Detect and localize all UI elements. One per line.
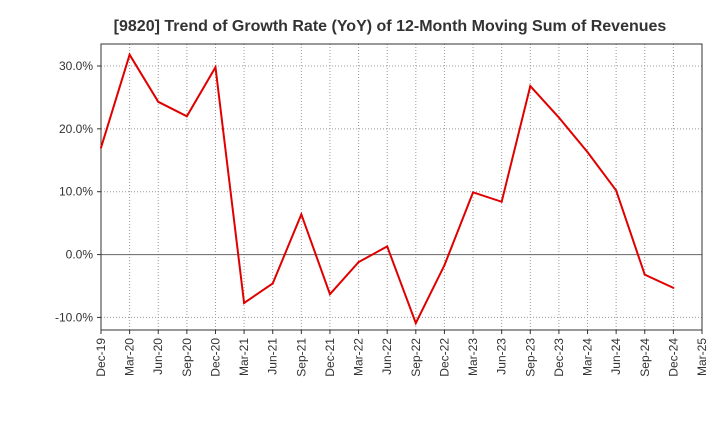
x-tick-label: Dec-19 [94, 338, 108, 377]
x-tick-label: Dec-23 [552, 338, 566, 377]
y-axis-ticks: 30.0% 20.0% 10.0% 0.0% -10.0% [55, 59, 101, 324]
data-point [386, 245, 389, 248]
y-tick-label: -10.0% [55, 310, 93, 324]
data-point [443, 264, 446, 267]
x-tick-label: Sep-24 [638, 338, 652, 377]
data-point [214, 66, 217, 69]
x-tick-label: Mar-21 [237, 338, 251, 376]
y-tick-label: 10.0% [59, 185, 93, 199]
axes [100, 43, 703, 331]
data-point [128, 53, 131, 56]
data-point [100, 146, 102, 149]
data-point [615, 189, 618, 192]
data-point [586, 151, 589, 154]
data-point [557, 116, 560, 119]
x-tick-label: Dec-22 [437, 338, 451, 377]
x-axis-ticks: Dec-19 Mar-20 Jun-20 Sep-20 Dec-20 Mar-21 Jun-… [94, 330, 709, 377]
data-point [185, 115, 188, 118]
x-tick-label: Sep-20 [180, 338, 194, 377]
x-tick-label: Mar-25 [695, 338, 709, 376]
data-point [328, 293, 331, 296]
data-point [643, 273, 646, 276]
x-tick-label: Jun-23 [495, 338, 509, 375]
grid-lines [100, 44, 703, 330]
x-tick-label: Jun-24 [609, 338, 623, 375]
data-point [271, 282, 274, 285]
x-tick-label: Sep-23 [523, 338, 537, 377]
y-tick-label: 30.0% [59, 59, 93, 73]
data-point [357, 261, 360, 264]
x-tick-label: Mar-20 [123, 338, 137, 376]
plot-frame [100, 43, 703, 331]
y-tick-label: 20.0% [59, 122, 93, 136]
data-point [243, 301, 246, 304]
data-point [500, 200, 503, 203]
data-point [300, 213, 303, 216]
x-tick-label: Dec-21 [323, 338, 337, 377]
x-tick-label: Mar-23 [466, 338, 480, 376]
data-point [472, 191, 475, 194]
data-point [414, 322, 417, 325]
x-tick-label: Jun-20 [151, 338, 165, 375]
x-tick-label: Jun-22 [380, 338, 394, 375]
data-point [529, 85, 532, 88]
x-tick-label: Dec-20 [208, 338, 222, 377]
x-tick-label: Sep-22 [409, 338, 423, 377]
chart-title: [9820] Trend of Growth Rate (YoY) of 12-… [114, 18, 667, 35]
x-tick-label: Mar-22 [352, 338, 366, 376]
series-layer [100, 52, 675, 326]
x-tick-label: Dec-24 [666, 338, 680, 377]
y-tick-label: 0.0% [66, 248, 94, 262]
data-point [672, 286, 675, 289]
x-tick-label: Sep-21 [294, 338, 308, 377]
x-tick-label: Jun-21 [266, 338, 280, 375]
data-point [157, 100, 160, 103]
x-tick-label: Mar-24 [581, 338, 595, 376]
